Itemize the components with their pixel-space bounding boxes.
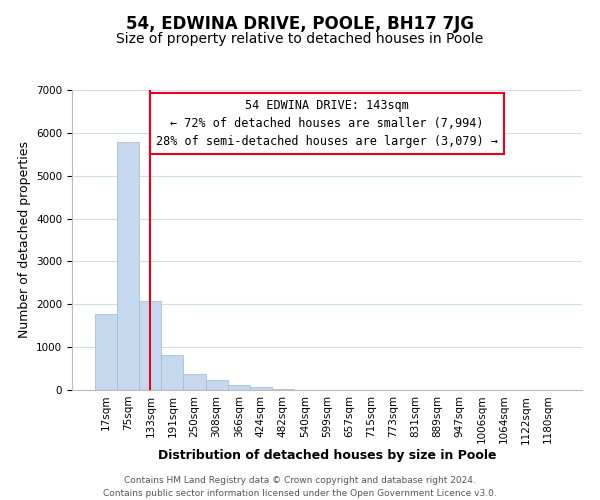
Bar	[95, 314, 117, 390]
Text: Contains HM Land Registry data © Crown copyright and database right 2024.
Contai: Contains HM Land Registry data © Crown c…	[103, 476, 497, 498]
Bar	[117, 142, 139, 390]
Bar	[161, 356, 184, 390]
Bar	[206, 380, 227, 390]
X-axis label: Distribution of detached houses by size in Poole: Distribution of detached houses by size …	[158, 449, 496, 462]
Text: Size of property relative to detached houses in Poole: Size of property relative to detached ho…	[116, 32, 484, 46]
Text: 54 EDWINA DRIVE: 143sqm
← 72% of detached houses are smaller (7,994)
28% of semi: 54 EDWINA DRIVE: 143sqm ← 72% of detache…	[156, 99, 498, 148]
Bar	[184, 374, 206, 390]
Text: 54, EDWINA DRIVE, POOLE, BH17 7JG: 54, EDWINA DRIVE, POOLE, BH17 7JG	[126, 15, 474, 33]
Bar	[227, 386, 250, 390]
Y-axis label: Number of detached properties: Number of detached properties	[17, 142, 31, 338]
Bar	[272, 388, 294, 390]
Bar	[250, 388, 272, 390]
Bar	[139, 301, 161, 390]
